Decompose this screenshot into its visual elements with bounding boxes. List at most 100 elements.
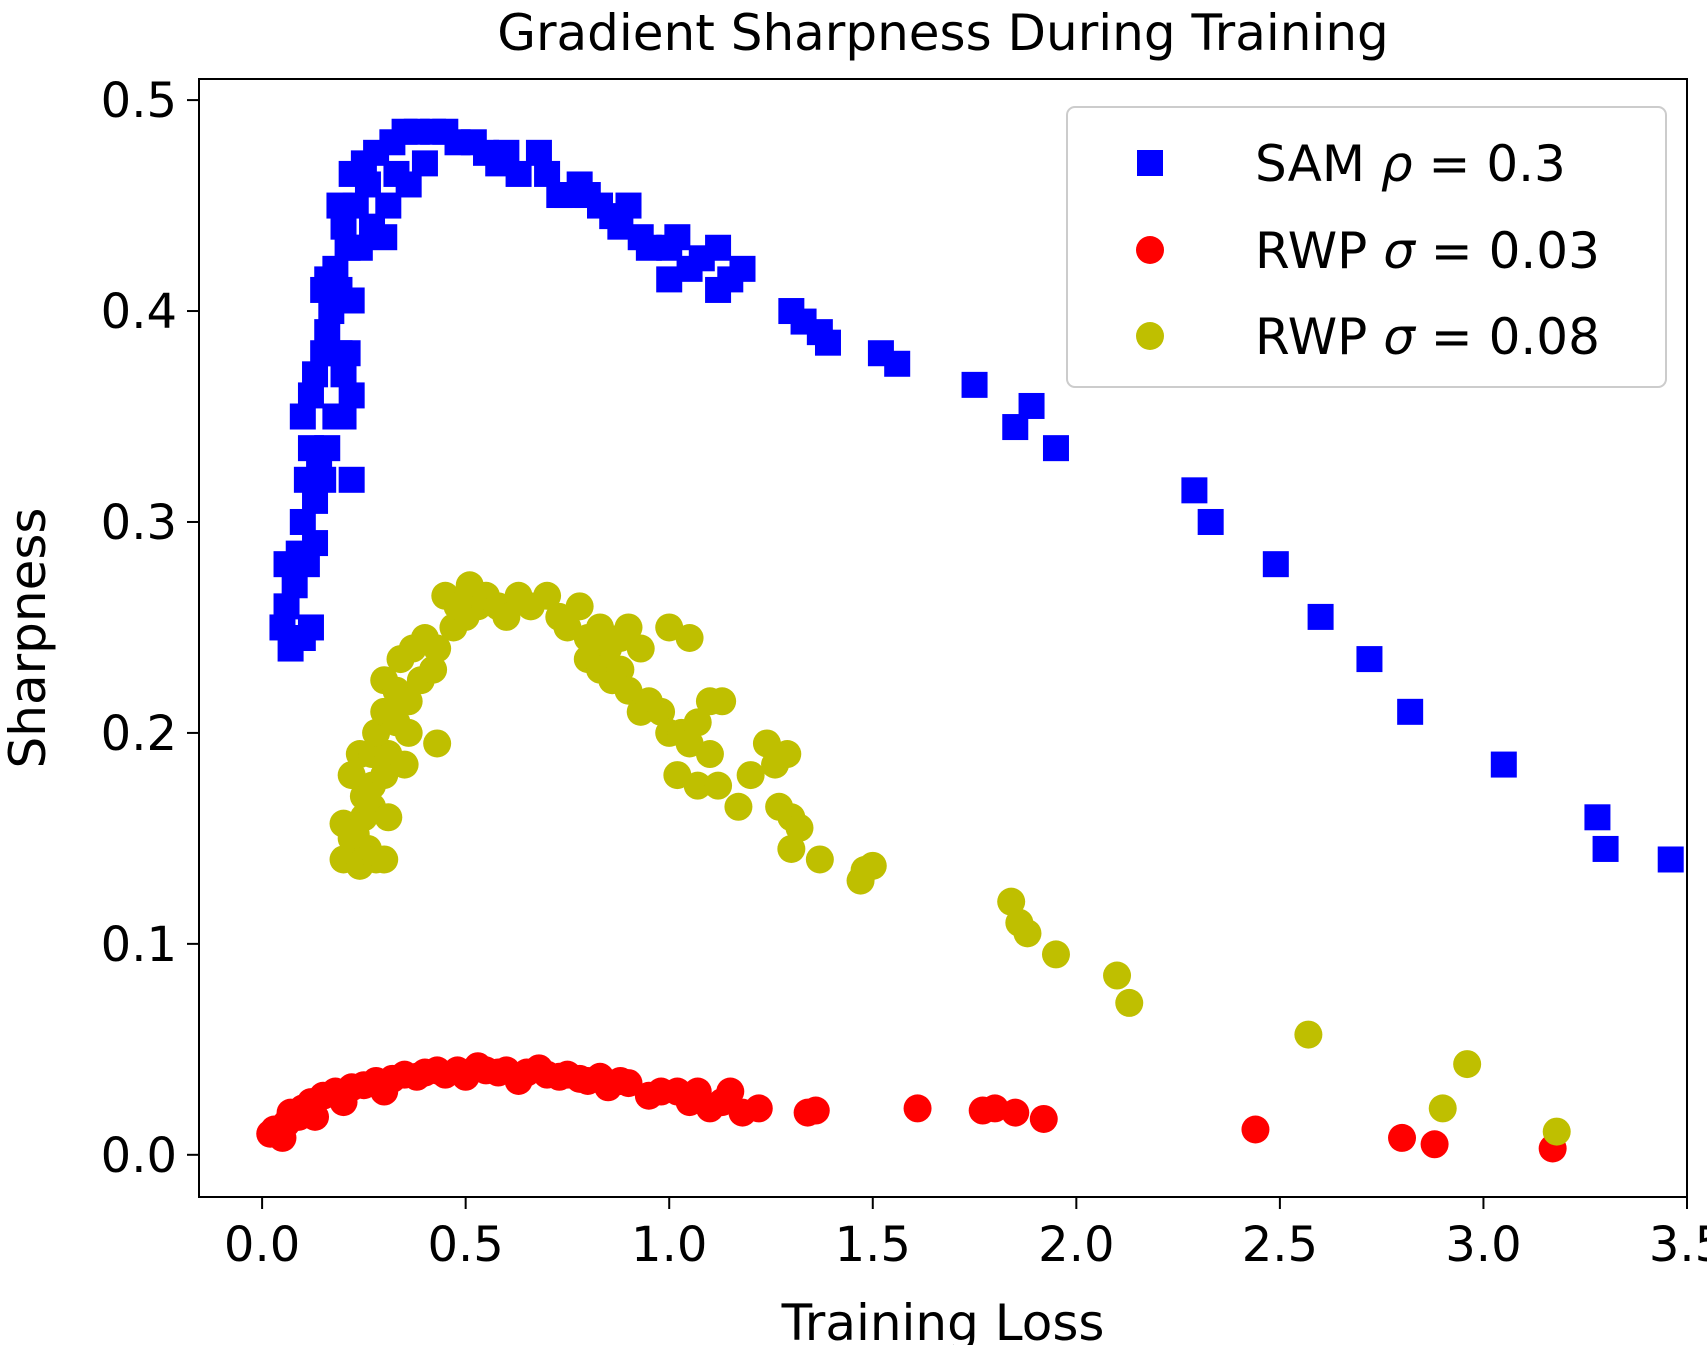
- data-point-square: [814, 329, 841, 356]
- series-1: [256, 1052, 1567, 1163]
- data-point-circle: [1041, 940, 1070, 969]
- data-point-square: [411, 150, 438, 177]
- data-point-circle: [1001, 1098, 1030, 1127]
- y-axis: 0.0 0.1 0.2 0.3 0.4 0.5: [101, 73, 199, 1184]
- data-point-circle: [1029, 1104, 1058, 1133]
- data-point-circle: [626, 634, 655, 663]
- data-point-square: [1262, 551, 1289, 578]
- data-point-circle: [801, 1096, 830, 1125]
- x-axis-title: Training Loss: [781, 1294, 1105, 1345]
- legend-label-symbol: ρ: [1381, 135, 1413, 193]
- data-point-circle: [695, 740, 724, 769]
- y-tick-label: 0.5: [101, 73, 177, 129]
- data-point-circle: [301, 1102, 330, 1131]
- data-point-square: [338, 466, 365, 493]
- data-point-circle: [419, 655, 448, 684]
- legend-label-value: = 0.3: [1413, 135, 1566, 193]
- data-point-circle: [785, 813, 814, 842]
- data-point-circle: [805, 845, 834, 874]
- data-point-circle: [1428, 1094, 1457, 1123]
- data-point-square: [1018, 392, 1045, 419]
- data-point-circle: [1453, 1050, 1482, 1079]
- data-point-square: [338, 382, 365, 409]
- data-point-square: [1397, 698, 1424, 725]
- data-point-square: [1356, 646, 1383, 673]
- legend-marker-square: [1137, 150, 1163, 176]
- data-point-circle: [370, 845, 399, 874]
- data-point-circle: [1542, 1117, 1571, 1146]
- x-tick-label: 0.0: [224, 1217, 300, 1273]
- data-point-circle: [744, 1094, 773, 1123]
- data-point-circle: [1241, 1115, 1270, 1144]
- data-point-square: [1307, 603, 1334, 630]
- data-point-square: [615, 192, 642, 219]
- data-point-circle: [394, 687, 423, 716]
- data-point-square: [961, 371, 988, 398]
- legend-label: RWP σ = 0.08: [1255, 308, 1600, 366]
- y-tick-label: 0.2: [101, 706, 177, 762]
- x-tick-label: 3.0: [1445, 1217, 1521, 1273]
- data-point-circle: [647, 697, 676, 726]
- legend-label-name: SAM: [1255, 135, 1381, 193]
- data-point-square: [314, 435, 341, 462]
- data-point-square: [1042, 435, 1069, 462]
- data-point-square: [656, 266, 683, 293]
- data-point-circle: [675, 624, 704, 652]
- data-point-circle: [614, 613, 643, 642]
- y-tick-label: 0.1: [101, 917, 177, 973]
- legend-label: RWP σ = 0.03: [1255, 222, 1600, 280]
- data-point-circle: [423, 634, 452, 663]
- points-layer: [256, 118, 1684, 1163]
- data-point-circle: [1420, 1130, 1449, 1159]
- data-point-circle: [704, 771, 733, 800]
- data-point-circle: [858, 851, 887, 880]
- data-point-circle: [565, 592, 594, 621]
- data-point-square: [729, 255, 756, 282]
- data-point-circle: [533, 581, 562, 610]
- data-point-circle: [492, 602, 521, 631]
- data-point-square: [1490, 751, 1517, 778]
- legend-marker-circle: [1136, 236, 1164, 264]
- legend-label-name: RWP: [1255, 308, 1383, 366]
- legend-label-symbol: σ: [1383, 308, 1416, 366]
- series-2: [329, 571, 1571, 1146]
- x-tick-label: 1.5: [835, 1217, 911, 1273]
- x-axis: 0.0 0.5 1.0 1.5 2.0 2.5 3.0 3.5: [224, 1197, 1707, 1273]
- legend-label-value: = 0.03: [1415, 222, 1600, 280]
- data-point-circle: [1388, 1123, 1417, 1152]
- data-point-square: [705, 234, 732, 261]
- data-point-square: [1197, 508, 1224, 535]
- y-tick-label: 0.4: [101, 284, 177, 340]
- legend-marker-circle: [1136, 322, 1164, 350]
- data-point-circle: [708, 687, 737, 716]
- legend-label: SAM ρ = 0.3: [1255, 135, 1566, 193]
- data-point-circle: [683, 708, 712, 737]
- data-point-circle: [773, 740, 802, 769]
- data-point-square: [664, 224, 691, 251]
- data-point-circle: [903, 1094, 932, 1123]
- data-point-circle: [423, 729, 452, 758]
- x-tick-label: 2.5: [1242, 1217, 1318, 1273]
- data-point-circle: [1103, 961, 1132, 990]
- data-point-circle: [1013, 919, 1042, 948]
- legend-label-symbol: σ: [1383, 222, 1416, 280]
- data-point-circle: [394, 718, 423, 747]
- data-point-circle: [390, 750, 419, 779]
- data-point-circle: [1115, 988, 1144, 1017]
- legend-box: [1066, 106, 1667, 388]
- data-point-circle: [724, 792, 753, 821]
- plot-area: [198, 78, 1688, 1198]
- data-point-square: [371, 224, 398, 251]
- legend-label-name: RWP: [1255, 222, 1383, 280]
- data-point-square: [297, 614, 324, 641]
- data-point-circle: [606, 655, 635, 684]
- data-point-circle: [683, 771, 712, 800]
- y-tick-label: 0.3: [101, 495, 177, 551]
- data-point-square: [1584, 804, 1611, 831]
- series-0: [269, 118, 1684, 873]
- data-point-square: [334, 340, 361, 367]
- legend: SAM ρ = 0.3 RWP σ = 0.03 RWP σ = 0.08: [1066, 106, 1667, 388]
- data-point-square: [1181, 477, 1208, 504]
